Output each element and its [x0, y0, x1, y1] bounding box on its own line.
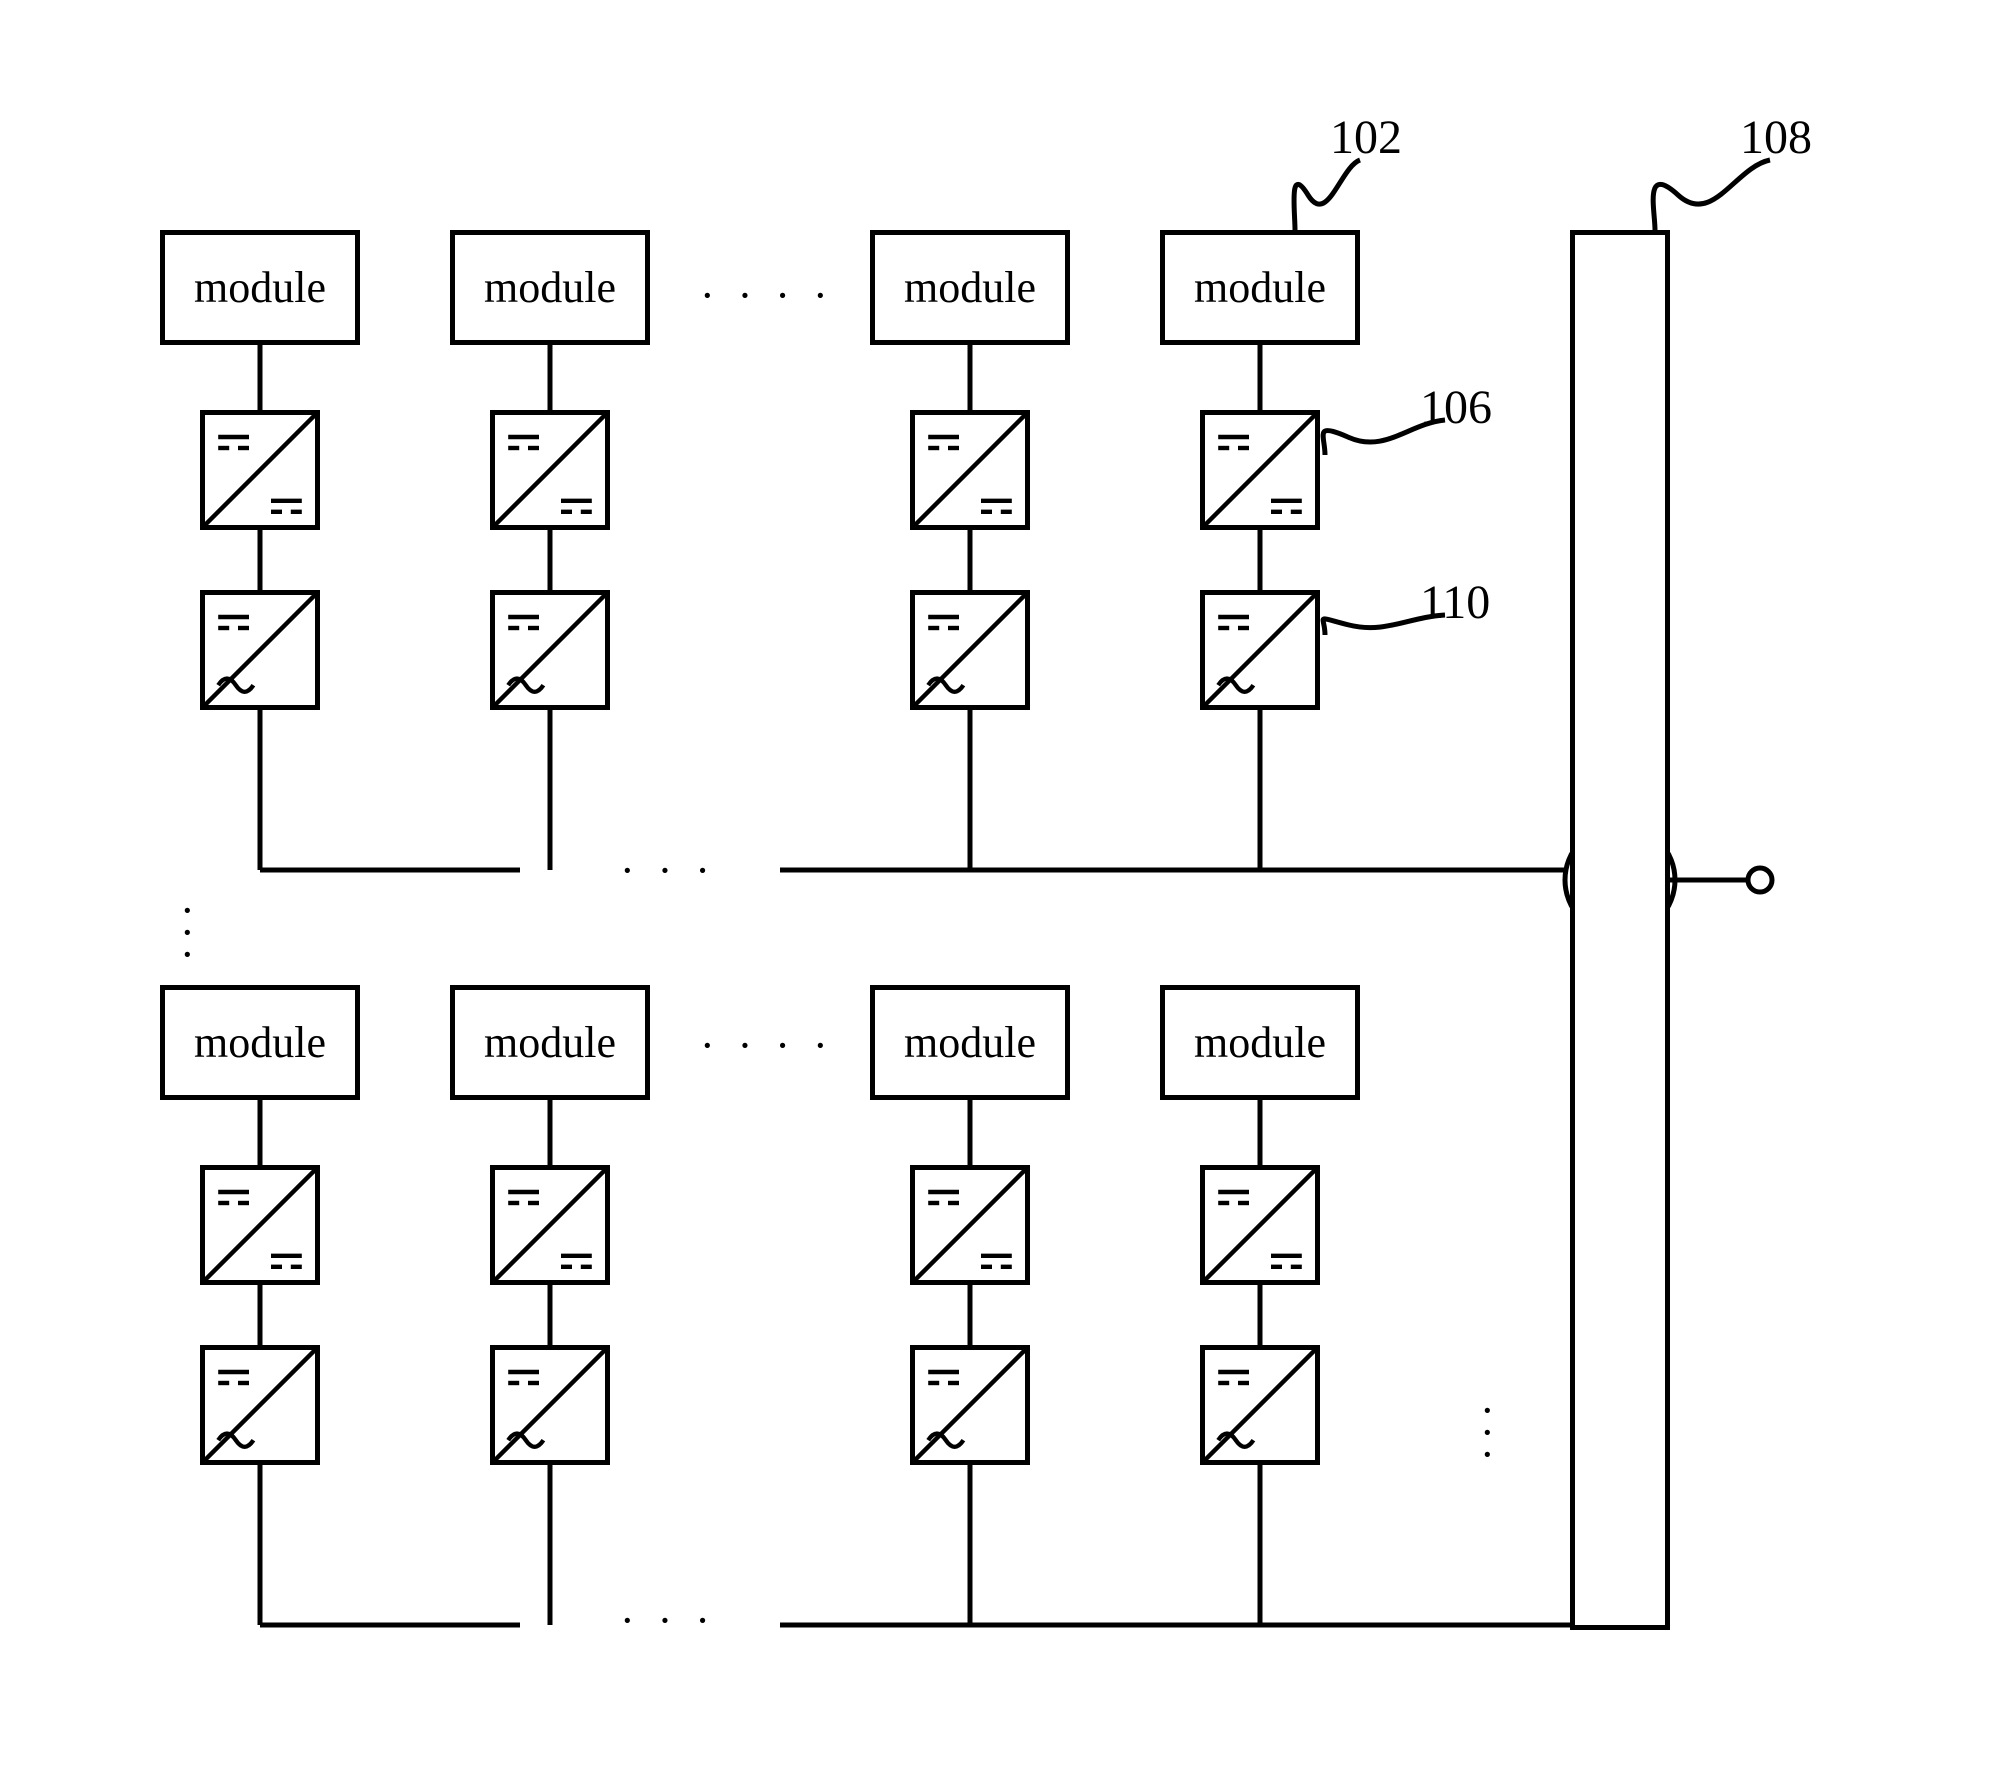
diagram-canvas: module module module	[0, 0, 2012, 1787]
module-label: module	[194, 262, 326, 313]
reference-numeral-108: 108	[1740, 110, 1812, 165]
ellipsis-bus-row1: · · ·	[620, 845, 716, 896]
combiner-bus	[1570, 230, 1670, 1630]
dc-ac-inverter	[910, 590, 1030, 710]
dc-dc-converter	[910, 1165, 1030, 1285]
module-block: module	[870, 985, 1070, 1100]
reference-numeral-110: 110	[1420, 575, 1490, 630]
dc-dc-converter	[1200, 1165, 1320, 1285]
module-block: module	[1160, 230, 1360, 345]
ellipsis-rows: ···	[180, 900, 195, 966]
module-label: module	[194, 1017, 326, 1068]
dc-ac-inverter	[200, 590, 320, 710]
dc-ac-inverter	[1200, 1345, 1320, 1465]
module-block: module	[1160, 985, 1360, 1100]
module-label: module	[484, 1017, 616, 1068]
reference-numeral-102: 102	[1330, 110, 1402, 165]
ellipsis-bus-inputs: ···	[1480, 1400, 1495, 1466]
ellipsis-modules-row1: · · · ·	[700, 270, 834, 321]
ellipsis-modules-row2: · · · ·	[700, 1020, 834, 1071]
dc-dc-converter	[200, 410, 320, 530]
dc-ac-inverter	[910, 1345, 1030, 1465]
dc-dc-converter	[200, 1165, 320, 1285]
module-block: module	[450, 230, 650, 345]
dc-ac-inverter	[200, 1345, 320, 1465]
dc-dc-converter	[490, 1165, 610, 1285]
module-block: module	[160, 985, 360, 1100]
ellipsis-bus-row2: · · ·	[620, 1595, 716, 1646]
dc-dc-converter	[1200, 410, 1320, 530]
module-label: module	[904, 1017, 1036, 1068]
dc-dc-converter	[910, 410, 1030, 530]
module-label: module	[904, 262, 1036, 313]
dc-dc-converter	[490, 410, 610, 530]
module-block: module	[450, 985, 650, 1100]
dc-ac-inverter	[490, 590, 610, 710]
module-block: module	[160, 230, 360, 345]
module-block: module	[870, 230, 1070, 345]
module-label: module	[1194, 262, 1326, 313]
module-label: module	[484, 262, 616, 313]
dc-ac-inverter	[490, 1345, 610, 1465]
dc-ac-inverter	[1200, 590, 1320, 710]
module-label: module	[1194, 1017, 1326, 1068]
reference-numeral-106: 106	[1420, 380, 1492, 435]
